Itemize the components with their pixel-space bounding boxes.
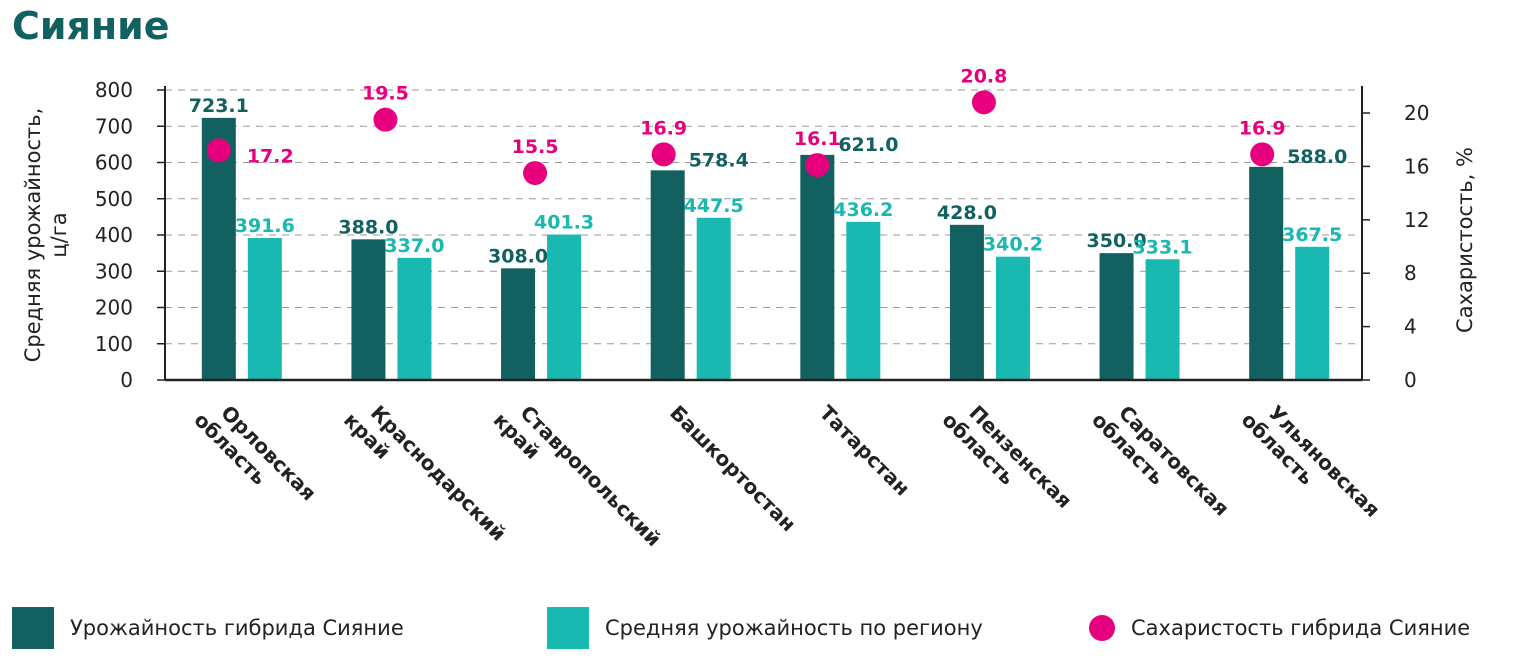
sugar-dot: [523, 161, 548, 186]
sugar-dot: [805, 153, 830, 178]
data-label-sugar: 20.8: [960, 65, 1007, 87]
sugar-dot: [971, 90, 996, 115]
x-tick-label: Пензенскаяобласть: [938, 391, 1077, 530]
data-label-sugar: 17.2: [247, 145, 294, 167]
data-label-hybrid-yield: 308.0: [488, 245, 548, 267]
x-tick-label: Ставропольскийкрай: [489, 391, 666, 568]
legend-swatch-hybrid-yield: [12, 607, 54, 649]
bar-hybrid-yield: [650, 170, 685, 380]
bar-region-yield: [1145, 259, 1180, 380]
y-right-tick-label: 12: [1404, 208, 1429, 232]
y-left-tick-label: 0: [120, 368, 133, 392]
bar-region-yield: [247, 238, 282, 380]
data-label-region-yield: 337.0: [384, 235, 444, 257]
y-left-axis-title-line: ц/га: [47, 212, 71, 257]
y-right-tick-label: 8: [1404, 261, 1417, 285]
x-tick-label: Татарстан: [815, 401, 915, 501]
bar-region-yield: [846, 221, 881, 380]
y-left-axis-title: Средняя урожайность,ц/га: [21, 108, 71, 363]
legend-item-hybrid-yield: Урожайность гибрида Сияние: [12, 607, 404, 649]
y-right-tick-label: 16: [1404, 154, 1429, 178]
bar-region-yield: [397, 257, 432, 380]
data-label-region-yield: 401.3: [534, 212, 594, 234]
data-label-hybrid-yield: 588.0: [1287, 146, 1347, 168]
y-right-tick-label: 0: [1404, 368, 1417, 392]
x-tick-label: Краснодарскийкрай: [339, 391, 511, 563]
data-label-sugar: 15.5: [512, 136, 559, 158]
data-label-sugar: 16.1: [794, 128, 841, 150]
y-left-tick-label: 500: [95, 187, 133, 211]
bar-hybrid-yield: [501, 268, 536, 380]
x-tick-label: Ульяновскаяобласть: [1237, 391, 1385, 539]
bar-hybrid-yield: [949, 224, 984, 380]
bar-hybrid-yield: [800, 154, 835, 380]
bar-region-yield: [995, 256, 1030, 380]
x-tick-label-line: Башкортостан: [665, 401, 801, 537]
y-left-tick-label: 700: [95, 114, 133, 138]
legend-item-region-yield: Средняя урожайность по региону: [547, 607, 983, 649]
sugar-dot: [206, 138, 231, 163]
data-label-hybrid-yield: 388.0: [338, 216, 398, 238]
y-left-tick-label: 100: [95, 332, 133, 356]
x-tick-label-line: Ставропольский: [516, 401, 666, 551]
data-label-region-yield: 447.5: [684, 195, 744, 217]
y-right-tick-label: 4: [1404, 315, 1417, 339]
data-label-hybrid-yield: 723.1: [189, 95, 249, 117]
bar-hybrid-yield: [1099, 253, 1134, 380]
x-tick-label-line: Краснодарский: [366, 401, 511, 546]
bar-region-yield: [547, 234, 582, 380]
legend-item-sugar: Сахаристость гибрида Сияние: [1089, 607, 1470, 649]
data-label-sugar: 16.9: [640, 117, 687, 139]
data-label-region-yield: 367.5: [1282, 224, 1342, 246]
data-label-hybrid-yield: 578.4: [689, 149, 749, 171]
legend-label-region-yield: Средняя урожайность по региону: [605, 616, 983, 640]
data-label-region-yield: 340.2: [983, 234, 1043, 256]
bar-hybrid-yield: [351, 239, 386, 380]
data-label-sugar: 16.9: [1239, 117, 1286, 139]
y-left-tick-label: 300: [95, 259, 133, 283]
y-left-tick-label: 800: [95, 78, 133, 102]
y-left-axis-title-line: Средняя урожайность,: [21, 108, 45, 363]
sugar-dot: [651, 142, 676, 167]
data-label-region-yield: 333.1: [1133, 236, 1193, 258]
sugar-dot: [373, 107, 398, 132]
legend-label-sugar: Сахаристость гибрида Сияние: [1131, 616, 1471, 640]
bar-hybrid-yield: [1249, 166, 1284, 380]
data-label-hybrid-yield: 350.0: [1087, 230, 1147, 252]
y-left-tick-label: 400: [95, 223, 133, 247]
sugar-dot: [1250, 142, 1275, 167]
data-label-sugar: 19.5: [362, 83, 409, 105]
legend-swatch-region-yield: [547, 607, 589, 649]
y-left-tick-label: 600: [95, 151, 133, 175]
data-label-region-yield: 436.2: [833, 199, 893, 221]
data-label-hybrid-yield: 428.0: [937, 202, 997, 224]
x-tick-label: Саратовскаяобласть: [1087, 391, 1234, 538]
data-label-region-yield: 391.6: [235, 215, 295, 237]
legend-label-hybrid-yield: Урожайность гибрида Сияние: [70, 616, 404, 640]
x-tick-label: Башкортостан: [665, 401, 801, 537]
x-tick-label-line: Татарстан: [815, 401, 915, 501]
y-left-tick-label: 200: [95, 296, 133, 320]
bar-region-yield: [696, 217, 731, 380]
chart-title: Сияние: [12, 4, 170, 48]
y-right-axis-title: Сахаристость, %: [1453, 147, 1477, 333]
chart-plot: 0 100 200 300 400 500 600 700 800 0 4 8 12 16 20 723.1 3…: [21, 65, 1477, 568]
y-right-tick-label: 20: [1404, 101, 1429, 125]
data-label-hybrid-yield: 621.0: [838, 134, 898, 156]
x-tick-label: Орловскаяобласть: [189, 391, 321, 523]
legend-marker-sugar: [1089, 615, 1115, 641]
bar-region-yield: [1295, 246, 1330, 380]
